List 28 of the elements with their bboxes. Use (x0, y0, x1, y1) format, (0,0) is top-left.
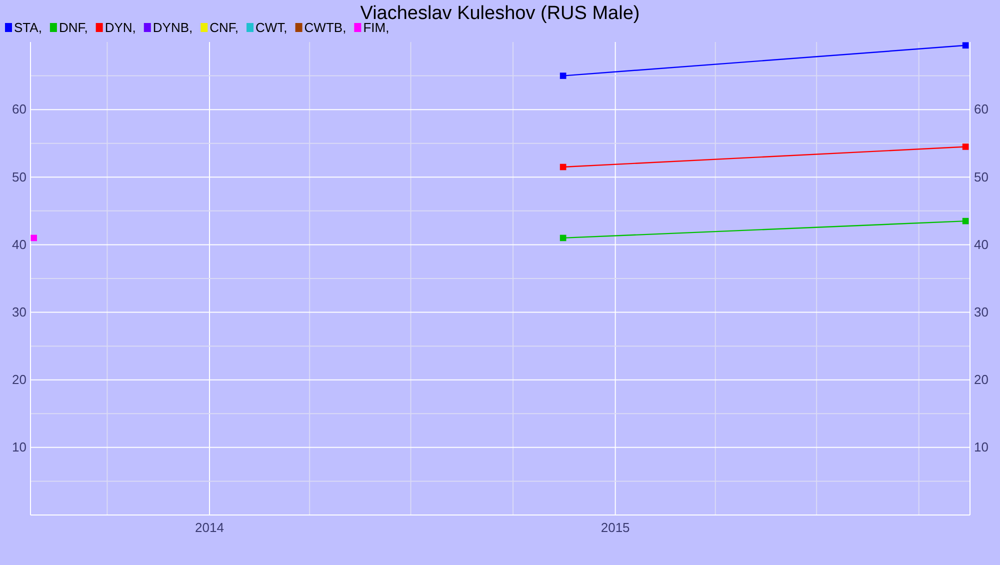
y-tick-label: 40 (12, 236, 26, 252)
y-tick-label: 10 (12, 440, 26, 455)
legend-label: STA, (14, 20, 42, 35)
y2-tick-label: 60 (974, 102, 988, 117)
y-tick-label: 60 (12, 102, 26, 117)
y2-tick-label: 50 (974, 169, 988, 184)
y2-tick-label: 20 (974, 372, 988, 388)
point (560, 72, 566, 79)
y-tick-label: 30 (12, 304, 26, 320)
legend-label: DYN, (104, 20, 136, 35)
y-tick-label: 20 (12, 372, 26, 388)
point (30, 234, 37, 242)
y2-tick-label: 40 (974, 236, 988, 252)
x-tick-label: 2015 (600, 520, 630, 536)
y2-tick-label: 10 (974, 440, 988, 455)
point (962, 218, 969, 224)
y2-tick-label: 30 (974, 304, 988, 320)
legend-label: CWT, (256, 20, 288, 35)
point (962, 42, 969, 49)
legend-label: DYNB, (152, 20, 193, 35)
legend-label: DNF, (58, 20, 88, 35)
point (560, 164, 566, 170)
legend-label: CWTB, (304, 20, 346, 35)
point (560, 234, 566, 242)
legend-label: CNF, (210, 20, 239, 35)
y-tick-label: 50 (12, 169, 26, 184)
x-tick-label: 2014 (195, 520, 224, 536)
point (962, 144, 969, 150)
